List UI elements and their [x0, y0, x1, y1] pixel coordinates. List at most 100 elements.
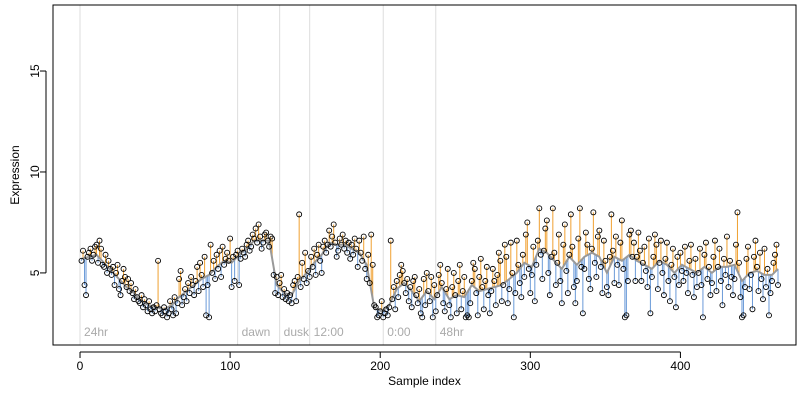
point [767, 290, 774, 297]
point [404, 276, 411, 282]
point [248, 243, 255, 250]
point [299, 259, 306, 266]
point [426, 298, 433, 305]
point [120, 265, 127, 272]
point [123, 284, 130, 291]
point [89, 257, 95, 264]
point [164, 314, 171, 321]
point [362, 265, 369, 272]
point [399, 267, 406, 274]
point [534, 237, 541, 244]
point [105, 257, 112, 264]
point [689, 271, 696, 278]
point [725, 284, 732, 291]
point [603, 284, 610, 291]
point [687, 241, 694, 248]
point [365, 251, 372, 258]
point [276, 280, 283, 286]
point [585, 276, 592, 282]
point [306, 274, 313, 280]
point [281, 286, 288, 293]
point [748, 271, 754, 278]
point [183, 298, 190, 305]
point [552, 282, 559, 288]
point [602, 257, 609, 264]
point [636, 247, 643, 254]
x-tick-label: 100 [220, 359, 240, 373]
point [204, 282, 211, 288]
x-tick-label: 300 [520, 359, 540, 373]
point [537, 251, 544, 258]
point [653, 241, 660, 248]
point [737, 294, 744, 301]
point [561, 221, 568, 228]
point [431, 282, 438, 288]
point [215, 265, 222, 272]
point [330, 221, 337, 228]
point [114, 261, 121, 268]
point [359, 257, 366, 264]
point [730, 292, 736, 299]
point [312, 271, 319, 278]
point [233, 251, 240, 258]
point [657, 237, 664, 244]
point [564, 290, 571, 297]
point [626, 231, 633, 238]
point [763, 284, 769, 291]
point [206, 314, 213, 321]
point [470, 259, 477, 266]
point [323, 249, 330, 256]
point [129, 290, 136, 297]
point [518, 294, 525, 301]
point [143, 302, 150, 309]
point [702, 239, 709, 246]
point [512, 290, 519, 297]
point [255, 221, 262, 228]
point [560, 241, 567, 248]
point [540, 247, 547, 254]
point [515, 261, 522, 268]
point [563, 267, 570, 274]
point [695, 269, 702, 276]
point [482, 278, 489, 284]
point [627, 227, 634, 234]
point [711, 237, 718, 244]
point [81, 282, 88, 288]
point [680, 278, 687, 284]
point [83, 292, 89, 299]
point [701, 251, 708, 258]
point [740, 312, 747, 319]
point [98, 245, 104, 252]
point [294, 274, 301, 280]
point [473, 290, 480, 297]
point [721, 255, 727, 262]
point [249, 231, 256, 238]
plot-frame [52, 4, 797, 346]
point [546, 292, 553, 299]
point [218, 274, 225, 280]
point [503, 253, 510, 260]
point [587, 286, 594, 293]
point [168, 306, 175, 313]
point [618, 217, 625, 224]
point [239, 245, 246, 252]
point [605, 292, 612, 299]
point [303, 280, 310, 286]
x-axis-label: Sample index [388, 374, 461, 388]
point [656, 259, 663, 266]
point [488, 288, 495, 295]
point [557, 278, 564, 284]
point [669, 245, 676, 252]
point [192, 278, 199, 284]
point [198, 271, 205, 278]
point [338, 241, 345, 248]
point [671, 274, 678, 280]
point [555, 231, 562, 238]
point [591, 259, 598, 266]
point [411, 274, 418, 280]
point [506, 286, 513, 293]
point [171, 294, 178, 301]
point [722, 271, 729, 278]
point [727, 257, 733, 264]
